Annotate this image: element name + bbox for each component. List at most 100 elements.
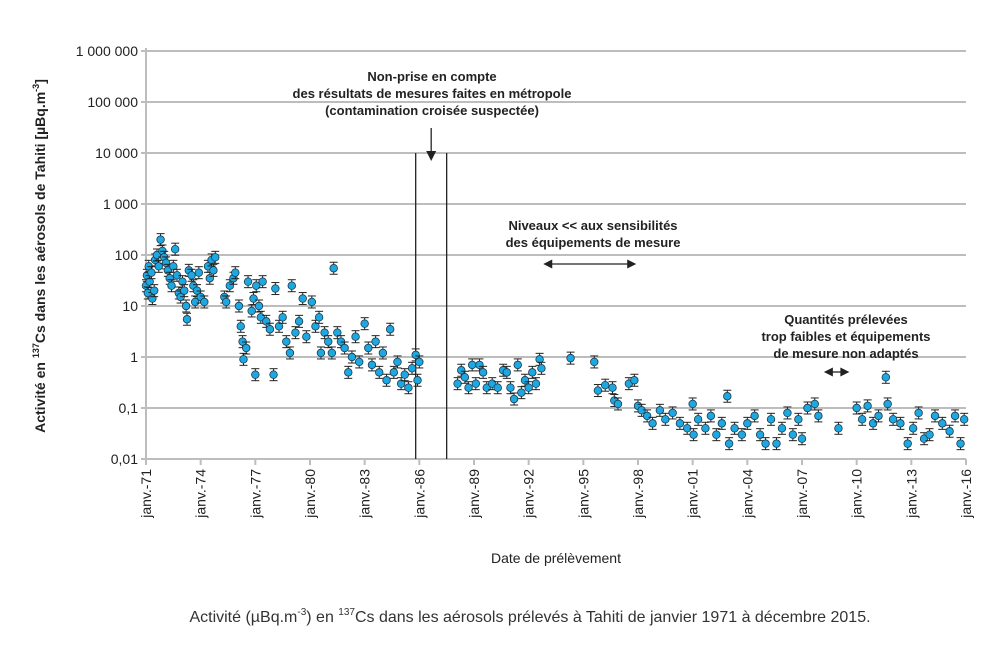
data-point (274, 319, 284, 333)
data-point-marker (648, 419, 657, 428)
data-point (187, 268, 196, 282)
data-point-marker (316, 348, 326, 358)
data-point (724, 437, 734, 451)
data-point-marker (467, 360, 477, 370)
data-point-marker (282, 337, 291, 346)
data-point-marker (271, 284, 280, 293)
data-point (834, 421, 843, 435)
data-point-marker (396, 379, 406, 388)
data-point (415, 355, 424, 369)
data-point-marker (810, 399, 819, 409)
data-point-marker (178, 277, 187, 286)
x-tick-label: janv.-01 (685, 469, 701, 519)
data-point-marker (249, 294, 258, 303)
data-point-marker (475, 360, 484, 370)
data-point (517, 386, 526, 400)
small-samples-range-arrow-right-head-icon (840, 367, 850, 377)
data-point (327, 346, 337, 360)
data-point-marker (755, 430, 765, 439)
data-point-marker (180, 286, 189, 295)
data-point-marker (712, 430, 721, 439)
excluded-annotation-line: (contamination croisée suspectée) (325, 103, 539, 118)
data-point (593, 384, 603, 398)
data-point (236, 319, 245, 333)
data-point-marker (285, 348, 295, 358)
data-point-marker (766, 415, 776, 424)
data-point (896, 416, 905, 430)
data-point (590, 355, 599, 369)
data-point-marker (737, 430, 747, 439)
data-point-marker (502, 368, 511, 377)
data-point (389, 365, 399, 379)
data-point-marker (239, 355, 248, 364)
data-point-marker (347, 352, 357, 362)
data-point (750, 409, 759, 423)
data-point-marker (400, 370, 409, 379)
data-point (324, 335, 333, 349)
data-point-marker (278, 313, 287, 322)
data-point-marker (938, 419, 947, 428)
data-point (502, 365, 511, 379)
data-point (252, 279, 261, 293)
data-point (531, 377, 541, 391)
data-point (956, 437, 965, 451)
data-point-marker (959, 415, 969, 424)
data-point (755, 428, 765, 442)
data-point-marker (888, 415, 898, 424)
data-point (231, 266, 240, 280)
data-point-marker (393, 357, 402, 367)
small-samples-annotation-line: trop faibles et équipements (761, 329, 930, 344)
low-levels-range-arrow-left-head-icon (543, 259, 553, 269)
data-point-marker (457, 366, 466, 375)
data-point (311, 319, 320, 333)
data-point-marker (874, 411, 883, 421)
data-point-marker (590, 357, 599, 367)
y-tick-label: 100 (115, 247, 139, 263)
figure-caption: Activité (µBq.m-3) en 137Cs dans les aér… (189, 607, 870, 626)
data-point (269, 368, 278, 382)
data-point (154, 259, 163, 273)
data-point-marker (493, 383, 502, 392)
data-point (209, 263, 218, 277)
data-point (908, 421, 918, 435)
data-point (950, 409, 960, 423)
data-point (180, 284, 189, 298)
data-point-marker (471, 379, 481, 388)
data-point (945, 424, 954, 438)
data-point-marker (291, 328, 300, 337)
x-tick-label: janv.-98 (630, 469, 646, 519)
data-point (351, 330, 360, 344)
data-point-marker (761, 439, 770, 448)
excluded-annotation-line: Non-prise en compte (367, 69, 496, 84)
data-point (959, 412, 969, 426)
data-point (661, 412, 670, 426)
data-point (400, 368, 409, 382)
data-point (881, 370, 891, 384)
data-point (471, 377, 481, 391)
data-point (316, 346, 326, 360)
data-point (528, 365, 537, 379)
data-point (874, 409, 883, 423)
data-points (141, 233, 969, 451)
data-point (307, 295, 317, 309)
y-tick-label: 1 (130, 349, 138, 365)
data-point (234, 299, 244, 313)
data-point-marker (524, 383, 533, 392)
data-point (648, 416, 657, 430)
x-tick-label: janv.-89 (466, 469, 482, 519)
data-point-marker (205, 274, 214, 283)
data-point-marker (404, 383, 413, 392)
data-point-marker (294, 317, 304, 326)
x-axis-ticks: janv.-71 janv.-74 janv.-77 janv.-80 janv.-83… (138, 459, 974, 519)
data-point-marker (655, 406, 665, 415)
down-arrow-icon (426, 151, 437, 161)
data-point-marker (274, 322, 284, 331)
data-point-marker (231, 268, 240, 277)
data-point (242, 341, 251, 355)
data-point (340, 341, 349, 355)
data-point (254, 299, 264, 313)
data-point (271, 282, 280, 296)
data-point-marker (908, 424, 918, 433)
data-point-marker (956, 439, 965, 448)
data-point (919, 432, 929, 446)
